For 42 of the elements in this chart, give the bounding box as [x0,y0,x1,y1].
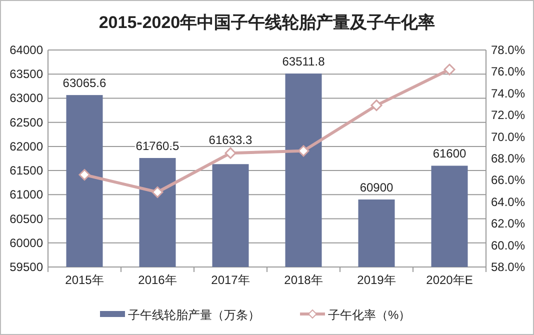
x-tick-label: 2015年 [65,273,104,287]
y2-tick-label: 62.0% [491,216,526,231]
y-tick-label: 62000 [10,139,44,154]
y-tick-label: 62500 [10,115,44,130]
x-tick-label: 2016年 [138,273,177,287]
legend-label: 子午线轮胎产量（万条） [128,308,260,322]
x-tick-label: 2018年 [284,273,323,287]
data-label: 60900 [360,180,394,194]
y2-tick-label: 64.0% [491,194,526,209]
y2-tick-label: 60.0% [491,238,526,252]
y-tick-label: 60500 [10,212,44,226]
x-tick-label: 2019年 [357,273,396,287]
y-tick-label: 59500 [10,260,44,274]
chart-title: 2015-2020年中国子午线轮胎产量及子午化率 [98,13,436,32]
x-tick-label: 2017年 [211,273,250,287]
point [224,147,236,159]
y-tick-label: 63500 [10,67,44,82]
y-tick-label: 64000 [10,43,44,57]
y2-tick-label: 72.0% [491,108,526,122]
data-label: 63065.6 [62,76,107,90]
y2-tick-label: 70.0% [491,130,526,144]
y2-tick-label: 58.0% [491,260,526,274]
point [152,186,164,198]
data-label: 61760.5 [136,138,180,153]
point [370,100,382,112]
point [298,145,310,157]
data-label: 61600 [432,146,467,161]
y2-tick-label: 68.0% [491,152,526,166]
x-tick-label: 2020年E [426,273,473,287]
point [444,64,456,76]
legend-label: 子午化率（%） [328,308,411,322]
y-tick-label: 61000 [10,188,44,202]
data-label: 61633.3 [208,133,253,148]
y-tick-label: 60000 [10,236,44,250]
y2-tick-label: 78.0% [491,43,526,57]
data-label: 63511.8 [282,54,326,69]
point [78,169,90,181]
y-tick-label: 61500 [10,164,44,178]
y2-tick-label: 66.0% [491,173,526,188]
y2-tick-label: 76.0% [491,64,526,79]
y-tick-label: 63000 [10,91,44,106]
y2-tick-label: 74.0% [491,86,526,100]
